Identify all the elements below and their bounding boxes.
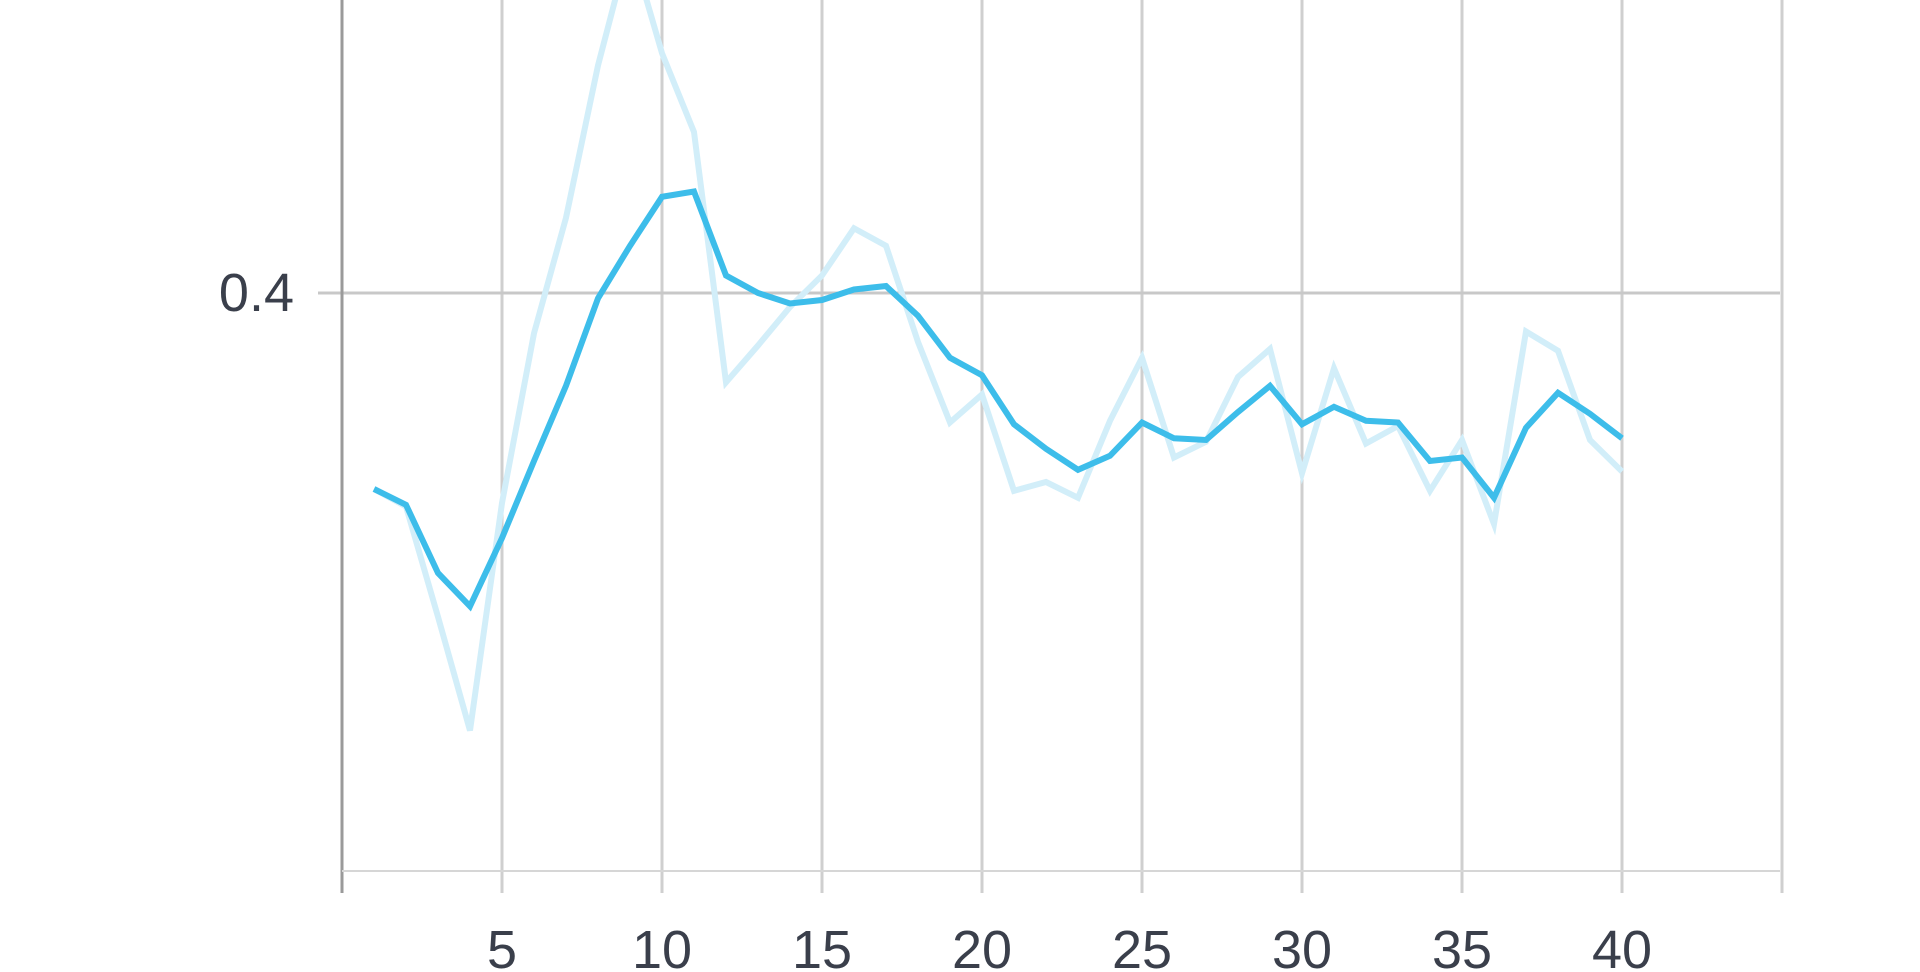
x-tick-label: 35	[1432, 920, 1492, 972]
axes	[340, 0, 1780, 893]
tick-labels: 5 10 15 20 25 30 35 40 0.4	[219, 263, 1652, 972]
x-tick-label: 10	[632, 920, 692, 972]
x-tick-label: 20	[952, 920, 1012, 972]
y-tick-label: 0.4	[219, 263, 294, 323]
series-line-raw	[372, 0, 1625, 732]
x-tick-label: 5	[487, 920, 517, 972]
x-tick-label: 15	[792, 920, 852, 972]
x-tick-label: 25	[1112, 920, 1172, 972]
grid-lines	[318, 0, 1784, 893]
series-lines	[372, 0, 1625, 732]
x-tick-label: 30	[1272, 920, 1332, 972]
series-line-smoothed	[372, 188, 1624, 612]
x-tick-label: 40	[1592, 920, 1652, 972]
